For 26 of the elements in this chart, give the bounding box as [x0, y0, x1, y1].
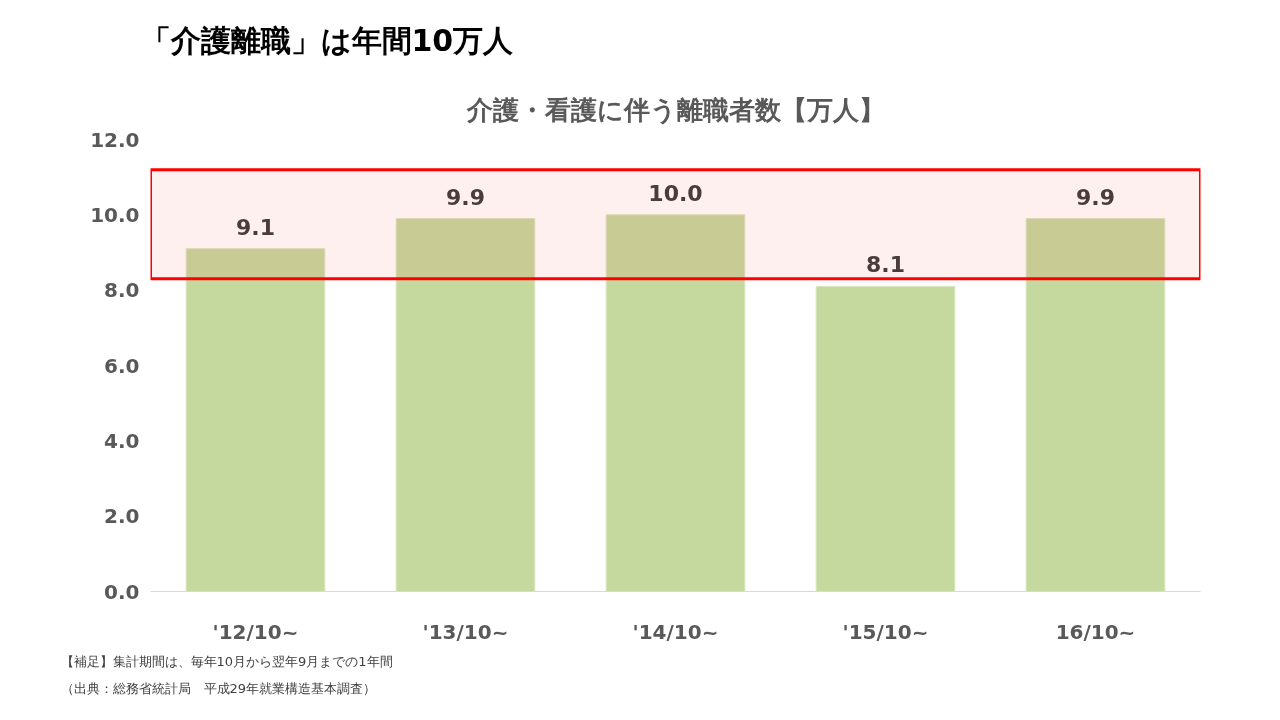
x-tick-label: '14/10~ — [632, 619, 719, 644]
data-label: 9.9 — [446, 184, 485, 210]
x-tick-label: 16/10~ — [1055, 619, 1136, 644]
text: （出典：総務省統計局 平成29年就業構造基本調査） — [60, 680, 377, 696]
data-label: 9.9 — [1076, 184, 1115, 210]
x-tick-label: '13/10~ — [422, 619, 509, 644]
y-tick-label: 0.0 — [104, 579, 140, 604]
chart-subtitle: 介護・看護に伴う離職者数【万人】 — [465, 94, 885, 125]
x-tick-label: '15/10~ — [842, 619, 929, 644]
data-label: 10.0 — [648, 180, 703, 206]
bar — [185, 248, 326, 592]
bar — [1025, 218, 1166, 592]
text: 【補足】集計期間は、毎年10月から翌年9月までの1年間 — [60, 653, 393, 669]
bar — [605, 214, 746, 592]
y-tick-label: 2.0 — [104, 504, 140, 529]
bar — [395, 218, 536, 592]
y-tick-label: 6.0 — [104, 353, 140, 378]
bar — [815, 285, 956, 592]
x-tick-label: '12/10~ — [212, 619, 299, 644]
data-label: 9.1 — [236, 214, 275, 240]
data-label: 8.1 — [866, 252, 905, 278]
y-tick-label: 4.0 — [104, 428, 140, 453]
y-tick-label: 10.0 — [90, 202, 140, 227]
y-tick-label: 12.0 — [90, 127, 140, 152]
y-tick-label: 8.0 — [104, 278, 140, 303]
chart-title: 「介護離職」は年間10万人 — [140, 22, 515, 58]
